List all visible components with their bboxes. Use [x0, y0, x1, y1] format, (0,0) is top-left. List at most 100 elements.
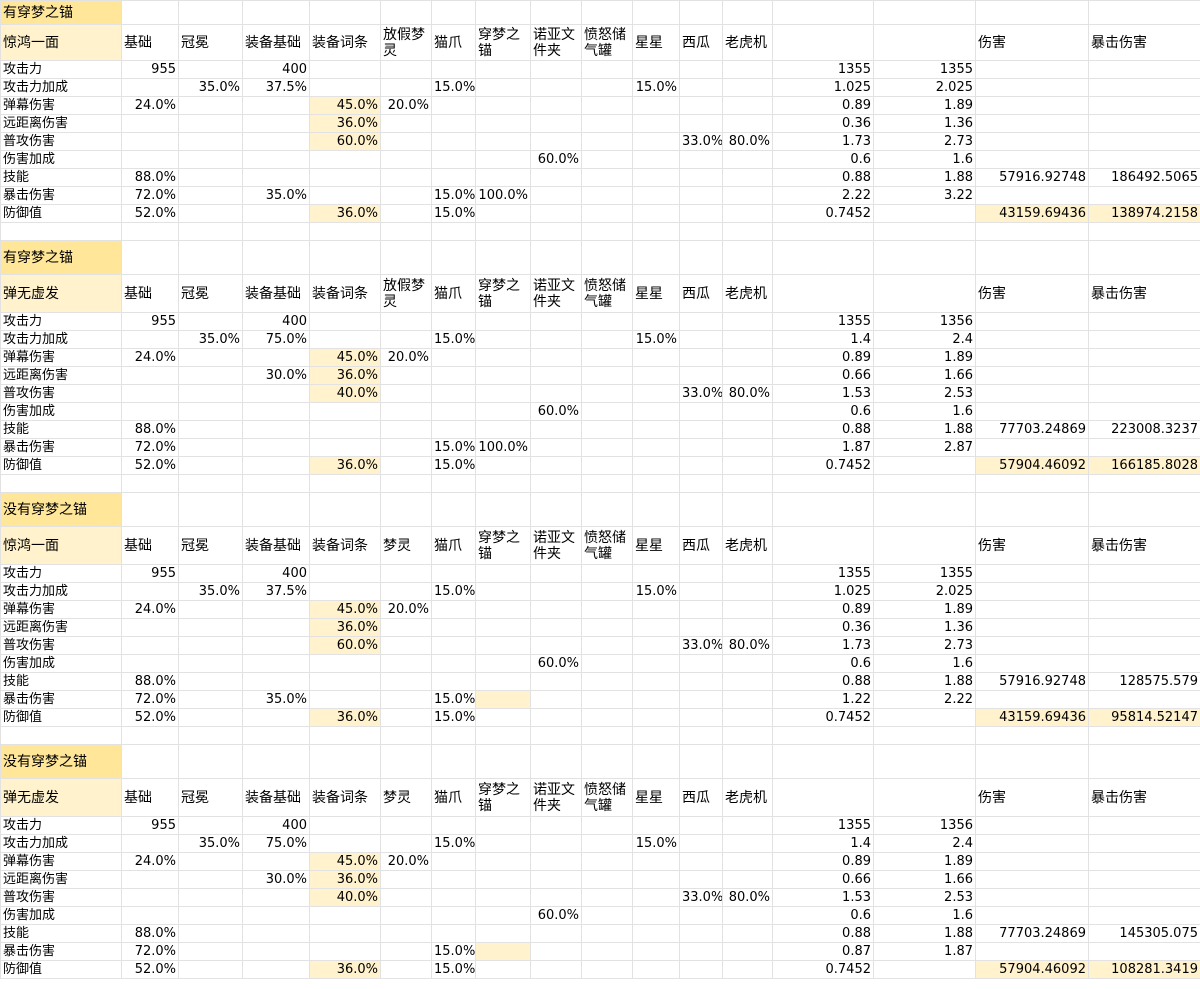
cell: [1088, 438, 1200, 457]
cell: [475, 744, 531, 779]
cell: 80.0%: [722, 132, 773, 151]
cell: 955: [121, 60, 179, 79]
cell: [722, 348, 773, 367]
cell: [632, 564, 680, 583]
cell: [1088, 240, 1200, 275]
cell: 400: [242, 564, 310, 583]
cell: 防御值: [0, 708, 122, 727]
cell: [530, 888, 582, 907]
cell: [309, 78, 381, 97]
cell: 诺亚文件夹: [530, 526, 582, 565]
cell: [1088, 186, 1200, 205]
cell: [242, 708, 310, 727]
cell: 2.73: [873, 636, 976, 655]
cell: 基础: [121, 778, 179, 817]
header-row: 惊鸿一面 基础 冠冕 装备基础 装备词条 梦灵 猫爪 穿梦之锚 诺亚文件夹 愤怒储气罐 星星 西瓜 老虎…: [0, 526, 1200, 565]
cell: 186492.5065: [1088, 168, 1200, 187]
cell: [178, 0, 243, 25]
cell: [178, 384, 243, 403]
cell: [242, 150, 310, 169]
cell: 0.66: [772, 366, 874, 385]
cell: [1088, 366, 1200, 385]
cell: [975, 240, 1089, 275]
cell: [975, 834, 1089, 853]
cell: [873, 274, 976, 313]
cell: 1.6: [873, 654, 976, 673]
cell: [975, 438, 1089, 457]
cell: [722, 564, 773, 583]
cell: [632, 402, 680, 421]
cell: 诺亚文件夹: [530, 24, 582, 61]
cell: 猫爪: [431, 778, 476, 817]
cell: [722, 204, 773, 223]
cell: 暴击伤害: [0, 438, 122, 457]
cell: [309, 816, 381, 835]
cell: 60.0%: [530, 906, 582, 925]
cell: [431, 672, 476, 691]
cell: [178, 870, 243, 889]
cell: [475, 384, 531, 403]
cell: 弹无虚发: [0, 274, 122, 313]
cell: [772, 526, 874, 565]
cell: [632, 438, 680, 457]
cell: [431, 168, 476, 187]
cell: 猫爪: [431, 24, 476, 61]
cell: [581, 960, 633, 979]
cell: [722, 924, 773, 943]
cell: 35.0%: [178, 330, 243, 349]
cell: 0.36: [772, 618, 874, 637]
cell: [581, 60, 633, 79]
cell: 15.0%: [632, 330, 680, 349]
cell: 37.5%: [242, 78, 310, 97]
cell: 1.6: [873, 150, 976, 169]
cell: 15.0%: [431, 438, 476, 457]
cell: 弹幕伤害: [0, 348, 122, 367]
cell: [475, 456, 531, 475]
cell: [679, 150, 723, 169]
cell: [475, 636, 531, 655]
cell: 梦灵: [380, 778, 432, 817]
cell: 冠冕: [178, 274, 243, 313]
data-row: 防御值 52.0% 36.0% 15.0% 0.7452 43159.69436 95814…: [0, 708, 1200, 727]
cell: [975, 78, 1089, 97]
cell: 技能: [0, 924, 122, 943]
cell: [121, 618, 179, 637]
cell: [679, 420, 723, 439]
cell: 2.73: [873, 132, 976, 151]
cell: [431, 654, 476, 673]
cell: [581, 348, 633, 367]
cell: [1088, 114, 1200, 133]
cell: [475, 222, 531, 241]
cell: 15.0%: [431, 330, 476, 349]
cell: [431, 726, 476, 745]
cell: [121, 492, 179, 527]
header-row: 弹无虚发 基础 冠冕 装备基础 装备词条 梦灵 猫爪 穿梦之锚 诺亚文件夹 愤怒储气罐 星星 西瓜 老虎…: [0, 778, 1200, 817]
cell: [679, 870, 723, 889]
cell: [530, 942, 582, 961]
cell: 15.0%: [632, 78, 680, 97]
cell: [530, 924, 582, 943]
data-row: 伤害加成 60.0% 0.6 1.6: [0, 150, 1200, 169]
cell: [975, 744, 1089, 779]
cell: 0.6: [772, 654, 874, 673]
cell: [632, 942, 680, 961]
cell: 0.89: [772, 600, 874, 619]
cell: [475, 672, 531, 691]
cell: [475, 870, 531, 889]
cell: 0.7452: [772, 960, 874, 979]
cell: [178, 402, 243, 421]
cell: [581, 726, 633, 745]
data-row: 攻击力加成 35.0% 75.0% 15.0% 15.0% 1.4 2.4: [0, 330, 1200, 349]
cell: [722, 0, 773, 25]
cell: 33.0%: [679, 384, 723, 403]
cell: [242, 402, 310, 421]
cell: 装备基础: [242, 778, 310, 817]
cell: 40.0%: [309, 384, 381, 403]
cell: 60.0%: [309, 132, 381, 151]
section-title-row: 没有穿梦之锚: [0, 744, 1200, 779]
cell: [975, 150, 1089, 169]
cell: [309, 240, 381, 275]
header-row: 弹无虚发 基础 冠冕 装备基础 装备词条 放假梦灵 猫爪 穿梦之锚 诺亚文件夹 愤怒储气罐 星星 西瓜…: [0, 274, 1200, 313]
cell: [1088, 834, 1200, 853]
cell: [121, 240, 179, 275]
